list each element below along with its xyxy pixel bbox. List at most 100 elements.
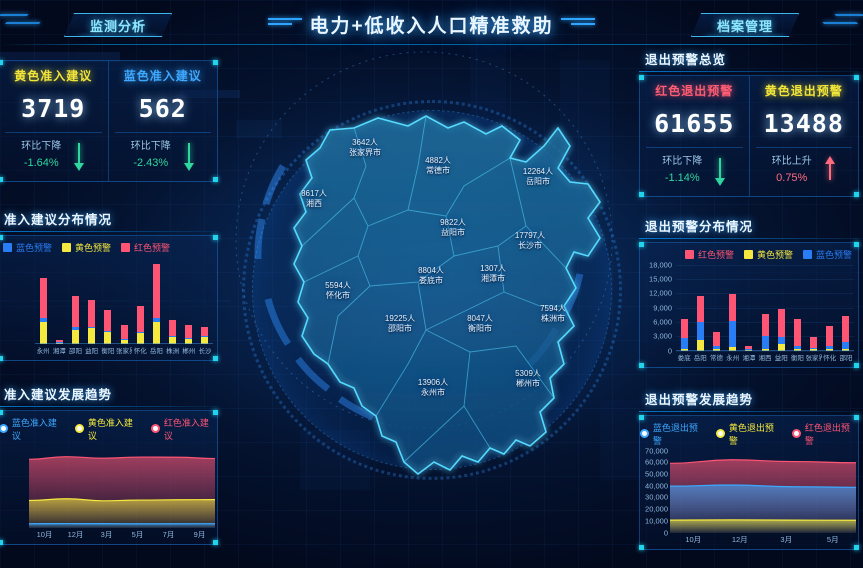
left-bar-chart[interactable]: 永州湘潭邵阳益阳衡阳张家界怀化岳阳株洲郴州长沙 <box>0 256 217 360</box>
bar-slot[interactable] <box>789 265 805 351</box>
bar-slot[interactable] <box>676 265 692 351</box>
stacked-bar[interactable] <box>745 265 753 351</box>
legend-item[interactable]: 红色预警 <box>684 248 734 261</box>
stacked-bar[interactable] <box>120 258 128 344</box>
stacked-bar[interactable] <box>680 265 688 351</box>
right-overview-panel: 退出预警总览 红色退出预警 61655 环比下降 -1.14% <box>635 44 863 197</box>
stacked-bar[interactable] <box>152 258 160 344</box>
stacked-bar[interactable] <box>55 258 63 344</box>
bar-slot[interactable] <box>197 258 213 344</box>
stacked-bar[interactable] <box>712 265 720 351</box>
legend-item[interactable]: 蓝色预警 <box>802 248 852 261</box>
bar-slot[interactable] <box>692 265 708 351</box>
bar-segment <box>71 295 79 328</box>
trend-area <box>29 523 215 528</box>
kpi-card-yellow-exit-warning[interactable]: 黄色退出预警 13488 环比上升 0.75% <box>748 76 859 196</box>
legend-item[interactable]: 红色退出预警 <box>792 421 858 447</box>
stacked-bar[interactable] <box>696 265 704 351</box>
bar-slot[interactable] <box>67 258 83 344</box>
bg-deco-block <box>236 120 282 138</box>
kpi-card-red-exit-warning[interactable]: 红色退出预警 61655 环比下降 -1.14% <box>640 76 749 196</box>
bar-slot[interactable] <box>51 258 67 344</box>
stacked-bar[interactable] <box>136 258 144 344</box>
bar-slot[interactable] <box>100 258 116 344</box>
legend-item[interactable]: 黄色预警 <box>62 241 111 254</box>
y-axis: 18,000 15,000 12,000 9,000 6,000 3,000 0 <box>642 260 674 355</box>
kpi-delta-text: 环比下降 -2.43% <box>131 139 171 173</box>
stacked-bar[interactable] <box>185 258 193 344</box>
bar-group <box>35 258 213 344</box>
bar-slot[interactable] <box>741 265 757 351</box>
trend-plot[interactable] <box>29 446 215 528</box>
bar-slot[interactable] <box>725 265 741 351</box>
legend-item[interactable]: 黄色退出预警 <box>716 421 782 447</box>
legend-item[interactable]: 蓝色准入建议 <box>0 416 65 442</box>
right-bar-chart[interactable]: 18,000 15,000 12,000 9,000 6,000 3,000 0 娄底 岳阳 常德… <box>640 260 858 367</box>
x-axis-tick: 怀化 <box>823 354 837 362</box>
stacked-bar[interactable] <box>201 258 209 344</box>
bar-segment <box>136 331 144 333</box>
tab-monitoring-analysis[interactable]: 监测分析 <box>64 13 172 37</box>
stacked-bar[interactable] <box>793 265 801 351</box>
stacked-bar[interactable] <box>169 258 177 344</box>
legend-item[interactable]: 红色准入建议 <box>151 416 217 442</box>
bar-slot[interactable] <box>806 265 822 351</box>
bar-segment <box>810 347 818 350</box>
bar-slot[interactable] <box>132 258 148 344</box>
x-axis-tick: 怀化 <box>133 347 147 355</box>
legend-item[interactable]: 蓝色预警 <box>3 241 52 254</box>
bar-slot[interactable] <box>165 258 181 344</box>
bar-slot[interactable] <box>838 265 854 351</box>
stacked-bar[interactable] <box>729 265 737 351</box>
panel-title-rule <box>639 410 859 412</box>
x-axis: 10月 12月 3月 5月 7月 9月 <box>29 529 215 544</box>
kpi-card-blue-admission[interactable]: 蓝色准入建议 562 环比下降 -2.43% <box>107 61 218 181</box>
bar-slot[interactable] <box>116 258 132 344</box>
stacked-bar[interactable] <box>826 265 834 351</box>
bar-segment <box>201 336 209 344</box>
bar-segment <box>842 341 850 349</box>
trend-line <box>29 456 215 459</box>
y-axis-tick: 9,000 <box>653 303 672 313</box>
bar-slot[interactable] <box>181 258 197 344</box>
y-axis-tick: 50,000 <box>645 469 668 479</box>
bar-slot[interactable] <box>35 258 51 344</box>
kpi-value: 3719 <box>21 94 86 123</box>
x-axis-tick: 郴州 <box>182 347 196 355</box>
legend-label: 红色预警 <box>697 249 734 260</box>
trend-plot[interactable] <box>670 451 856 533</box>
stacked-bar[interactable] <box>39 258 47 344</box>
kpi-card-yellow-admission[interactable]: 黄色准入建议 3719 环比下降 -1.64% <box>0 61 108 181</box>
legend-item[interactable]: 黄色预警 <box>743 248 793 261</box>
header-divider <box>0 44 863 45</box>
stacked-bar[interactable] <box>104 258 112 344</box>
x-axis-tick: 益阳 <box>85 347 99 355</box>
kpi-delta-text: 环比上升 0.75% <box>772 154 812 188</box>
legend-item[interactable]: 黄色准入建议 <box>75 416 141 442</box>
bar-segment <box>71 329 79 344</box>
stacked-bar[interactable] <box>88 258 96 344</box>
left-trend-chart[interactable]: 10月 12月 3月 5月 7月 9月 <box>0 444 217 544</box>
right-trend-chart[interactable]: 70,000 60,000 50,000 40,000 30,000 20,000 10,0… <box>640 446 858 549</box>
bar-slot[interactable] <box>822 265 838 351</box>
hunan-province-map[interactable] <box>258 106 610 506</box>
bar-slot[interactable] <box>148 258 164 344</box>
legend-item[interactable]: 蓝色退出预警 <box>640 421 706 447</box>
bar-slot[interactable] <box>708 265 724 351</box>
bar-segment <box>55 340 63 343</box>
stacked-bar[interactable] <box>71 258 79 344</box>
left-kpi-row: 黄色准入建议 3719 环比下降 -1.64% 蓝色准入建议 562 <box>0 61 217 181</box>
bar-slot[interactable] <box>84 258 100 344</box>
kpi-label: 蓝色准入建议 <box>123 69 202 83</box>
stacked-bar[interactable] <box>810 265 818 351</box>
legend-item[interactable]: 红色预警 <box>121 241 170 254</box>
stacked-bar[interactable] <box>777 265 785 351</box>
stacked-bar[interactable] <box>842 265 850 351</box>
map-region[interactable]: 3642人 张家界市 4882人 常德市 12264人 岳阳市 8617人 湘西 9822人 益阳… <box>228 44 635 568</box>
bar-slot[interactable] <box>773 265 789 351</box>
x-axis-tick: 湘西 <box>758 354 772 362</box>
page-title: 电力+低收入人口精准救助 <box>309 16 554 37</box>
stacked-bar[interactable] <box>761 265 769 351</box>
bar-slot[interactable] <box>757 265 773 351</box>
tab-archive-management[interactable]: 档案管理 <box>691 13 799 37</box>
